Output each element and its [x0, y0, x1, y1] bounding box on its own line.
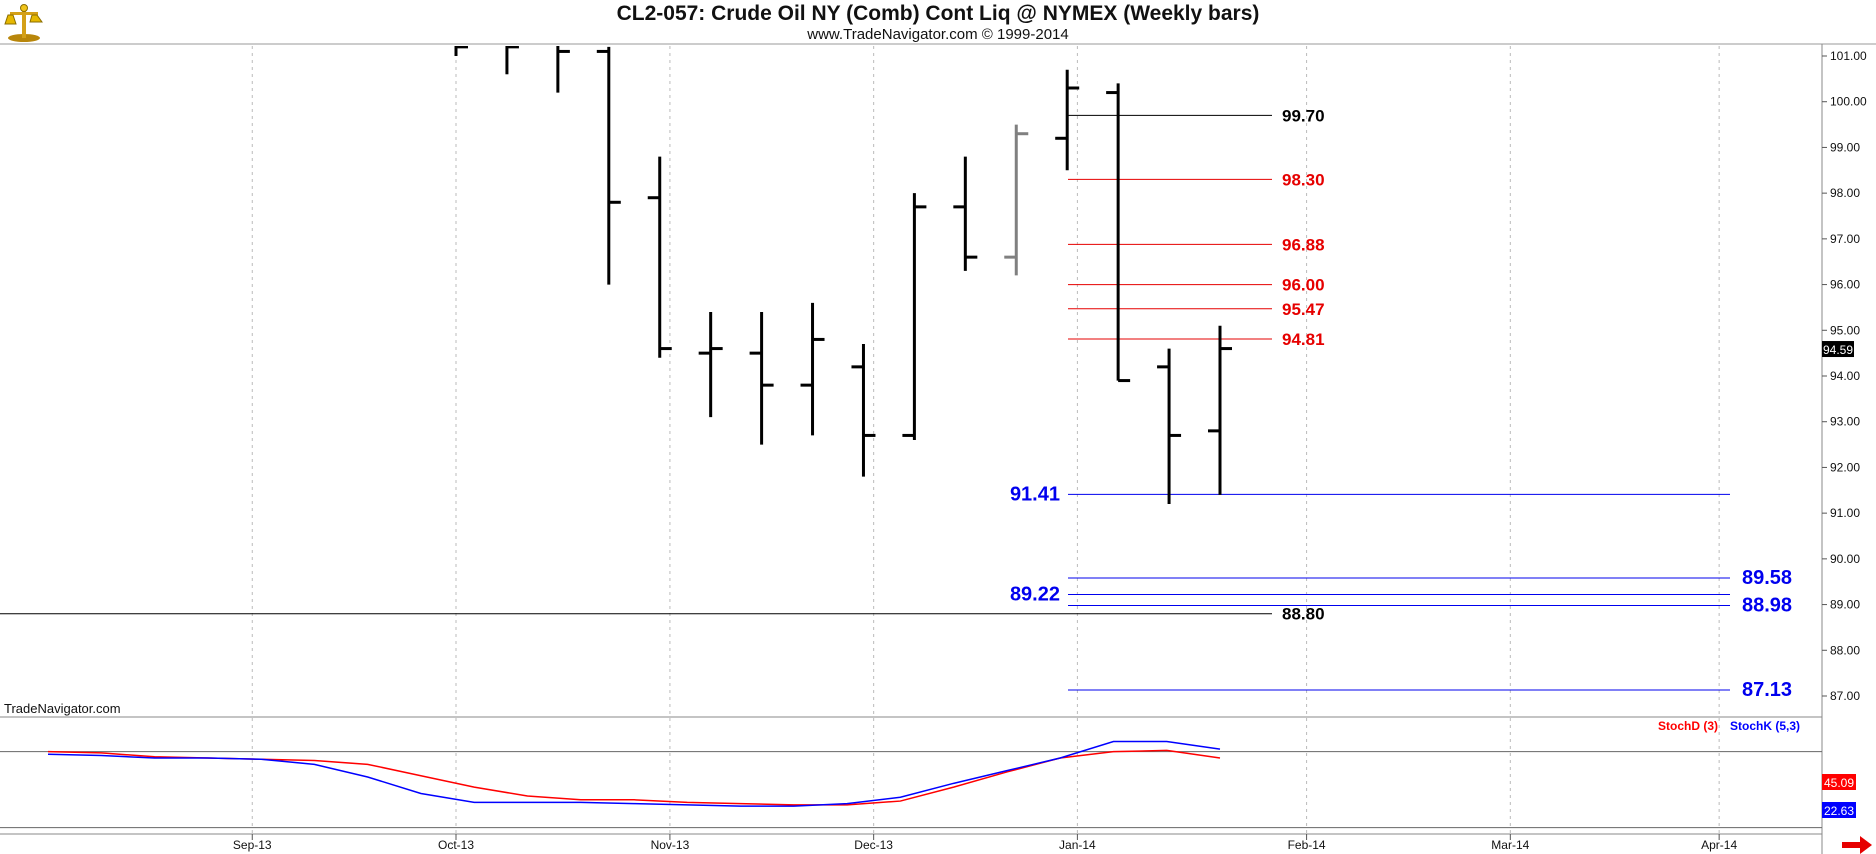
- stoch-value-tag: [1822, 802, 1856, 818]
- last-price-tag: [1822, 341, 1854, 358]
- y-tick-label: 89.00: [1830, 598, 1860, 612]
- x-tick-label: Feb-14: [1288, 838, 1326, 852]
- y-tick-label: 97.00: [1830, 232, 1860, 246]
- x-tick-label: Apr-14: [1701, 838, 1737, 852]
- level-label: 87.13: [1742, 679, 1792, 701]
- stoch-series-line: [47, 740, 1221, 807]
- ohlc-bars: [454, 46, 1232, 504]
- y-tick-label: 94.00: [1830, 369, 1860, 383]
- level-label: 91.41: [1010, 483, 1060, 505]
- chart-subtitle: www.TradeNavigator.com © 1999-2014: [807, 26, 1069, 43]
- level-label: 95.47: [1282, 300, 1325, 319]
- x-tick-label: Mar-14: [1491, 838, 1529, 852]
- y-tick-label: 93.00: [1830, 415, 1860, 429]
- watermark: TradeNavigator.com: [4, 701, 121, 716]
- chart-title: CL2-057: Crude Oil NY (Comb) Cont Liq @ …: [616, 2, 1260, 25]
- y-tick-label: 92.00: [1830, 460, 1860, 474]
- y-tick-label: 98.00: [1830, 186, 1860, 200]
- y-tick-label: 100.00: [1830, 95, 1867, 109]
- level-label: 89.58: [1742, 567, 1792, 589]
- y-tick-label: 101.00: [1830, 49, 1867, 63]
- level-label: 88.98: [1742, 594, 1792, 616]
- x-tick-label: Oct-13: [438, 838, 474, 852]
- stoch-legend-k: StochK (5,3): [1730, 719, 1800, 733]
- stoch-legend-d: StochD (3): [1658, 719, 1718, 733]
- y-tick-label: 99.00: [1830, 140, 1860, 154]
- scroll-right-arrow-icon: [1842, 836, 1872, 854]
- last-price-label: 94.59: [1823, 343, 1853, 357]
- y-tick-label: 91.00: [1830, 506, 1860, 520]
- x-tick-label: Nov-13: [651, 838, 690, 852]
- y-tick-label: 90.00: [1830, 552, 1860, 566]
- level-label: 96.00: [1282, 276, 1325, 295]
- chart-header: CL2-057: Crude Oil NY (Comb) Cont Liq @ …: [0, 0, 1876, 44]
- stoch-value-label: 22.63: [1824, 804, 1854, 818]
- level-label: 94.81: [1282, 330, 1325, 349]
- level-label: 96.88: [1282, 235, 1325, 254]
- level-label: 89.22: [1010, 584, 1060, 606]
- gold-scales-icon: [4, 4, 43, 42]
- y-tick-label: 95.00: [1830, 323, 1860, 337]
- stoch-value-tag: [1822, 774, 1856, 790]
- x-tick-label: Dec-13: [854, 838, 893, 852]
- stoch-value-label: 45.09: [1824, 776, 1854, 790]
- level-label: 88.80: [1282, 605, 1325, 624]
- y-tick-label: 87.00: [1830, 689, 1860, 703]
- x-tick-label: Jan-14: [1059, 838, 1096, 852]
- y-tick-label: 96.00: [1830, 278, 1860, 292]
- level-label: 99.70: [1282, 106, 1325, 125]
- y-tick-label: 88.00: [1830, 643, 1860, 657]
- level-label: 98.30: [1282, 170, 1325, 189]
- x-tick-label: Sep-13: [233, 838, 272, 852]
